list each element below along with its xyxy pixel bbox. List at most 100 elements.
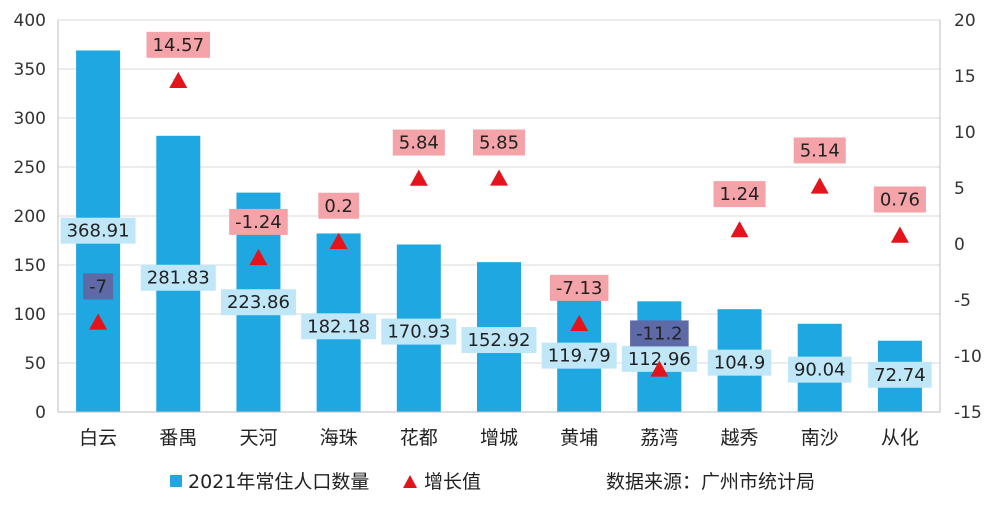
growth-value-label: 0.76	[880, 189, 920, 210]
growth-marker	[89, 313, 108, 330]
legend: 2021年常住人口数量 增长值 数据来源：广州市统计局	[170, 471, 815, 493]
bar-value-label: 182.18	[307, 316, 370, 337]
bar-value-label-background	[461, 327, 537, 354]
y-left-tick-label: 400	[14, 11, 46, 31]
legend-triangle-icon	[403, 475, 417, 488]
y-left-tick-label: 300	[14, 109, 46, 129]
growth-value-label-group: 14.57	[146, 31, 211, 58]
bar-value-label: 72.74	[874, 365, 926, 386]
bar-value-label-group: 119.79	[541, 342, 617, 369]
bar-value-label-background	[707, 349, 772, 376]
growth-value-label-group: 5.85	[472, 129, 526, 156]
growth-value-label-background	[630, 320, 689, 347]
bar-value-label-group: 72.74	[868, 361, 932, 388]
bar-value-label-background	[140, 264, 216, 291]
bar-value-label-background	[60, 217, 136, 244]
growth-value-label: 1.24	[720, 184, 760, 205]
source-note: 数据来源：广州市统计局	[606, 471, 815, 493]
bar-value-label-background	[868, 361, 932, 388]
y-right-tick-label: -15	[954, 403, 982, 423]
x-category-label: 增城	[480, 427, 518, 449]
growth-marker	[169, 71, 188, 89]
growth-value-label: 5.14	[800, 140, 840, 161]
growth-value-label-background	[549, 274, 609, 301]
legend-bar-label: 2021年常住人口数量	[188, 471, 369, 493]
growth-value-label-background	[713, 181, 766, 208]
bar-value-label-group: 368.91	[60, 217, 136, 244]
x-category-label: 白云	[79, 427, 117, 449]
growth-value-label-group: 5.84	[392, 129, 445, 156]
x-category-label: 海珠	[320, 427, 358, 449]
bar-value-label-group: 223.86	[220, 289, 296, 316]
bar-value-label-background	[220, 289, 296, 316]
x-category-label: 黄埔	[560, 427, 598, 449]
growth-value-label: 14.57	[153, 35, 205, 56]
growth-value-label: 0.2	[324, 196, 353, 217]
y-left-tick-label: 0	[35, 403, 46, 423]
bar-value-label: 170.93	[387, 322, 450, 343]
y-left-tick-label: 100	[14, 305, 46, 325]
growth-value-label: -11.2	[636, 323, 683, 344]
growth-value-label-group: 5.14	[793, 137, 846, 164]
bar-value-label: 368.91	[67, 221, 130, 242]
growth-value-label: 5.84	[399, 133, 439, 154]
x-category-label: 番禺	[159, 427, 197, 449]
growth-value-label-group: -11.2	[630, 320, 689, 347]
growth-value-label-group: -7	[83, 273, 114, 300]
x-category-label: 南沙	[801, 427, 839, 449]
growth-value-label-background	[873, 186, 926, 213]
y-right-tick-label: -5	[954, 291, 971, 311]
growth-value-label-background	[146, 31, 211, 58]
bar-value-label-group: 104.9	[707, 349, 772, 376]
y-right-tick-label: 15	[954, 67, 976, 87]
bar-value-labels: 368.91 281.83 223.86 182.18 170.93 152.92 119.…	[60, 217, 932, 388]
y-right-tick-label: -10	[954, 347, 982, 367]
growth-value-label-background	[83, 273, 114, 300]
bar-value-label-background	[787, 356, 852, 383]
bar-value-label: 112.96	[628, 349, 691, 370]
growth-value-labels: -7 14.57 -1.24 0.2 5.84 5.85 -7.13 -11.2 1.24 5.1…	[83, 31, 926, 347]
x-category-label: 天河	[239, 427, 277, 449]
bar-value-label: 90.04	[794, 360, 846, 381]
growth-marker	[570, 314, 589, 332]
growth-value-label-group: -7.13	[549, 274, 609, 301]
x-category-label: 花都	[400, 427, 438, 449]
y-right-tick-label: 5	[954, 179, 965, 199]
bar-value-label: 152.92	[468, 330, 531, 351]
bar-value-label-group: 152.92	[461, 327, 537, 354]
axes: 0 50 100 150 200 250 300 350 400 -15 -10 -5 0 5 10 15 20…	[14, 11, 982, 449]
growth-series	[89, 71, 909, 377]
legend-bar-swatch	[170, 475, 182, 487]
bar-value-label: 223.86	[227, 292, 290, 313]
growth-marker	[329, 232, 348, 249]
x-category-label: 荔湾	[640, 427, 678, 449]
legend-growth-label: 增长值	[424, 471, 481, 493]
x-category-label: 从化	[881, 427, 919, 449]
growth-marker	[810, 177, 829, 194]
x-category-label: 越秀	[721, 427, 759, 449]
growth-value-label-background	[472, 129, 526, 156]
growth-value-label-background	[392, 129, 445, 156]
growth-value-label: -1.24	[235, 212, 282, 233]
bar-value-label-background	[301, 313, 377, 340]
growth-marker	[650, 360, 669, 377]
bar-value-label-group: 281.83	[140, 264, 216, 291]
y-right-tick-label: 20	[954, 11, 976, 31]
growth-marker	[730, 221, 749, 238]
growth-marker	[490, 169, 508, 186]
growth-value-label-group: 0.76	[873, 186, 926, 213]
bar-value-label-group: 182.18	[301, 313, 377, 340]
growth-marker	[409, 169, 428, 186]
y-left-tick-label: 350	[14, 60, 46, 80]
bar-value-label-background	[541, 342, 617, 369]
y-left-tick-label: 200	[14, 207, 46, 227]
bar-value-label: 281.83	[147, 268, 210, 289]
y-right-tick-label: 0	[954, 235, 965, 255]
bar-value-label-background	[381, 318, 457, 345]
growth-marker	[890, 226, 909, 243]
bar-value-label-group: 90.04	[787, 356, 852, 383]
growth-value-label-group: 1.24	[713, 181, 766, 208]
growth-value-label-background	[229, 208, 288, 235]
growth-marker	[249, 248, 268, 266]
